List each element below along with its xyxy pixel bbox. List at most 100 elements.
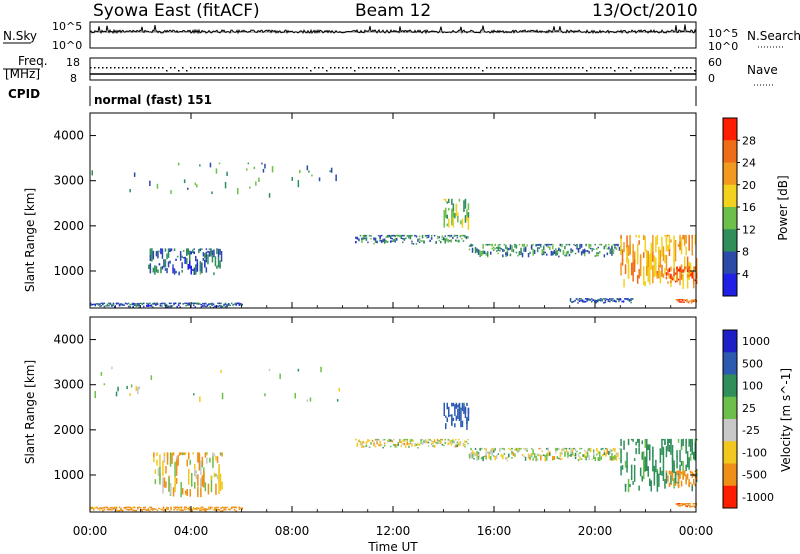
heatmap-cell (198, 452, 201, 464)
heatmap-cell (595, 301, 597, 303)
heatmap-cell (373, 444, 375, 447)
heatmap-cell (480, 447, 483, 450)
heatmap-cell (567, 456, 569, 458)
colorbar-tick-label: 25 (742, 402, 756, 415)
heatmap-cell (214, 508, 216, 510)
freq-dot (658, 67, 660, 69)
heatmap-cell (576, 243, 578, 246)
heatmap-cell (376, 439, 378, 442)
heatmap-cell (206, 452, 208, 456)
heatmap-cell (670, 266, 672, 272)
heatmap-cell (474, 447, 477, 450)
heatmap-cell (665, 276, 668, 280)
heatmap-cell (547, 243, 549, 246)
colorbar-swatch (723, 162, 737, 186)
heatmap-cell (694, 443, 696, 461)
heatmap-cell (610, 299, 613, 302)
freq-dot (618, 67, 620, 69)
heatmap-cell (433, 440, 436, 443)
heatmap-cell (138, 304, 140, 307)
heatmap-cell (680, 503, 682, 505)
noise-right-tick-hi: 10^5 (708, 27, 738, 40)
heatmap-cell (689, 505, 691, 507)
heatmap-cell (361, 445, 363, 448)
heatmap-cell (199, 509, 201, 512)
heatmap-cell (576, 450, 578, 453)
heatmap-cell (458, 438, 460, 441)
heatmap-cell (106, 506, 109, 509)
heatmap-cell (179, 306, 181, 308)
heatmap-cell (573, 447, 575, 450)
heatmap-cell (491, 243, 493, 246)
heatmap-cell (685, 246, 687, 256)
heatmap-cell (197, 486, 199, 498)
heatmap-cell (170, 248, 173, 252)
heatmap-cell (406, 235, 409, 237)
heatmap-cell (511, 457, 513, 459)
heatmap-cell (532, 449, 534, 455)
heatmap-cell (665, 272, 668, 276)
heatmap-cell (133, 304, 136, 306)
heatmap-cell (529, 251, 531, 254)
heatmap-cell (380, 234, 383, 237)
heatmap-cell (370, 235, 372, 237)
heatmap-cell (466, 216, 468, 222)
heatmap-cell (451, 208, 453, 217)
heatmap-cell (226, 171, 228, 176)
freq-dot (434, 67, 436, 69)
heatmap-cell (589, 447, 592, 453)
heatmap-cell (579, 447, 581, 450)
heatmap-cell (468, 453, 471, 458)
heatmap-cell (497, 252, 499, 255)
heatmap-cell (237, 302, 239, 305)
heatmap-cell (158, 507, 160, 510)
heatmap-cell (400, 234, 403, 237)
heatmap-cell (394, 237, 396, 241)
heatmap-cell (433, 444, 436, 448)
heatmap-cell (599, 243, 601, 246)
heatmap-cell (173, 302, 175, 305)
heatmap-cell (380, 239, 383, 243)
cpid-panel: CPID normal (fast) 151 (8, 86, 697, 107)
heatmap-cell (681, 301, 684, 303)
heatmap-cell (526, 447, 528, 450)
heatmap-cell (393, 234, 395, 237)
heatmap-cell (581, 299, 584, 301)
heatmap-cell (368, 439, 371, 442)
heatmap-cell (555, 451, 557, 454)
heatmap-cell (174, 476, 176, 493)
heatmap-cell (686, 455, 689, 468)
heatmap-cell (586, 298, 588, 300)
freq-dot (582, 67, 584, 69)
heatmap-cell (156, 459, 158, 466)
freq-dot (242, 67, 244, 69)
freq-dot (586, 70, 588, 72)
heatmap-cell (385, 239, 387, 243)
heatmap-cell (204, 452, 207, 458)
heatmap-cell (383, 442, 386, 445)
heatmap-cell (656, 471, 659, 492)
heatmap-cell (306, 399, 309, 402)
heatmap-cell (461, 234, 463, 237)
heatmap-cell (200, 460, 202, 475)
heatmap-cell (294, 392, 296, 399)
heatmap-cell (546, 243, 548, 247)
heatmap-cell (618, 447, 621, 450)
nave-label: Nave (747, 63, 778, 77)
heatmap-cell (90, 304, 92, 306)
heatmap-cell (205, 267, 208, 273)
heatmap-cell (115, 302, 118, 305)
heatmap-cell (678, 503, 681, 505)
heatmap-cell (364, 445, 366, 448)
heatmap-cell (641, 475, 643, 482)
heatmap-cell (558, 255, 560, 258)
heatmap-cell (670, 239, 672, 243)
heatmap-cell (399, 234, 401, 238)
heatmap-cell (561, 243, 563, 246)
heatmap-cell (224, 302, 227, 305)
heatmap-cell (365, 441, 368, 444)
heatmap-cell (202, 506, 204, 509)
freq-dot (278, 67, 280, 69)
heatmap-cell (446, 237, 448, 241)
heatmap-cell (494, 247, 496, 250)
